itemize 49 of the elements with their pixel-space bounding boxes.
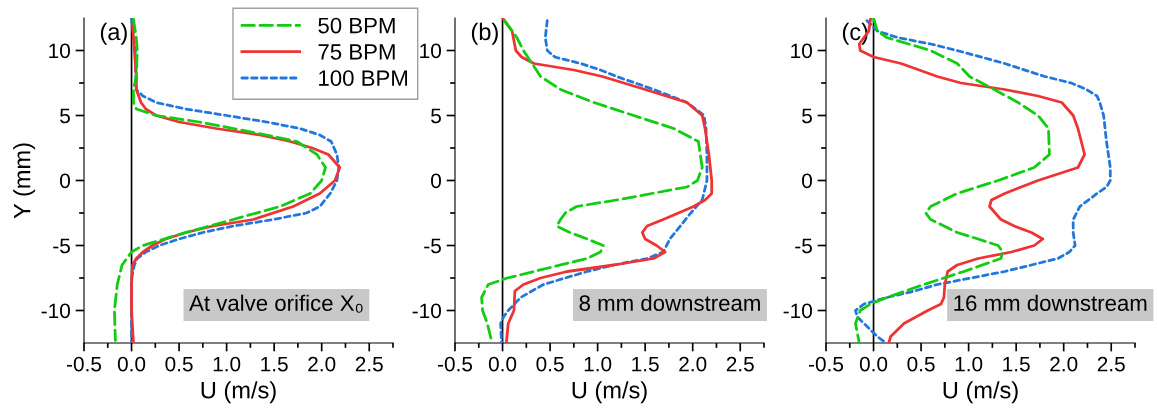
- legend-label: 100 BPM: [319, 70, 408, 86]
- annotation: (a): [100, 22, 127, 45]
- y-tick-label: 0: [60, 173, 70, 189]
- y-tick-label: 5: [60, 108, 70, 124]
- annotation: 8 mm downstream: [579, 294, 760, 311]
- y-tick-label: 5: [802, 108, 812, 124]
- x-tick-label: 2.0: [679, 356, 707, 372]
- x-tick-label: 2.0: [308, 356, 336, 372]
- y-tick-label: 10: [791, 43, 812, 59]
- x-tick-label: 1.5: [261, 356, 288, 372]
- x-tick-label: 0.5: [907, 356, 935, 372]
- x-tick-label: 0.5: [165, 356, 193, 372]
- x-axis-title: U (m/s): [943, 381, 1018, 404]
- x-tick-label: 0.0: [488, 356, 517, 372]
- x-tick-label: 1.0: [213, 356, 241, 372]
- y-tick-label: -10: [41, 303, 70, 319]
- y-tick-label: 10: [49, 43, 70, 59]
- x-tick-label: -0.5: [437, 356, 473, 372]
- annotation: (b): [471, 22, 498, 45]
- annotation: 16 mm downstream: [954, 294, 1147, 311]
- x-tick-label: 1.0: [955, 356, 983, 372]
- legend-label: 75 BPM: [318, 44, 395, 60]
- x-tick-label: 0.0: [117, 356, 146, 372]
- y-tick-label: -10: [783, 303, 812, 319]
- y-tick-label: -5: [795, 238, 812, 254]
- x-tick-label: 0.0: [859, 356, 888, 372]
- x-tick-label: 1.0: [584, 356, 612, 372]
- x-axis-title: U (m/s): [201, 381, 276, 404]
- x-tick-label: -0.5: [808, 356, 844, 372]
- y-tick-label: 5: [431, 108, 441, 124]
- x-tick-label: 2.5: [1097, 356, 1125, 372]
- annotation: (c): [842, 22, 868, 45]
- y-tick-label: -5: [53, 238, 70, 254]
- x-tick-label: 1.5: [632, 356, 659, 372]
- y-tick-label: 0: [802, 173, 812, 189]
- x-tick-label: 2.0: [1050, 356, 1078, 372]
- x-tick-label: 2.5: [355, 356, 383, 372]
- x-tick-label: 2.5: [726, 356, 754, 372]
- y-tick-label: 0: [431, 173, 441, 189]
- y-tick-label: -5: [424, 238, 441, 254]
- x-tick-label: 1.5: [1003, 356, 1030, 372]
- y-axis-title: Y (mm): [13, 143, 36, 219]
- x-tick-label: -0.5: [66, 356, 102, 372]
- annotation: At valve orifice X₀: [189, 294, 363, 313]
- y-tick-label: -10: [412, 303, 441, 319]
- y-tick-label: 10: [420, 43, 441, 59]
- legend-label: 50 BPM: [318, 17, 395, 34]
- x-axis-title: U (m/s): [572, 381, 647, 404]
- x-tick-label: 0.5: [536, 356, 564, 372]
